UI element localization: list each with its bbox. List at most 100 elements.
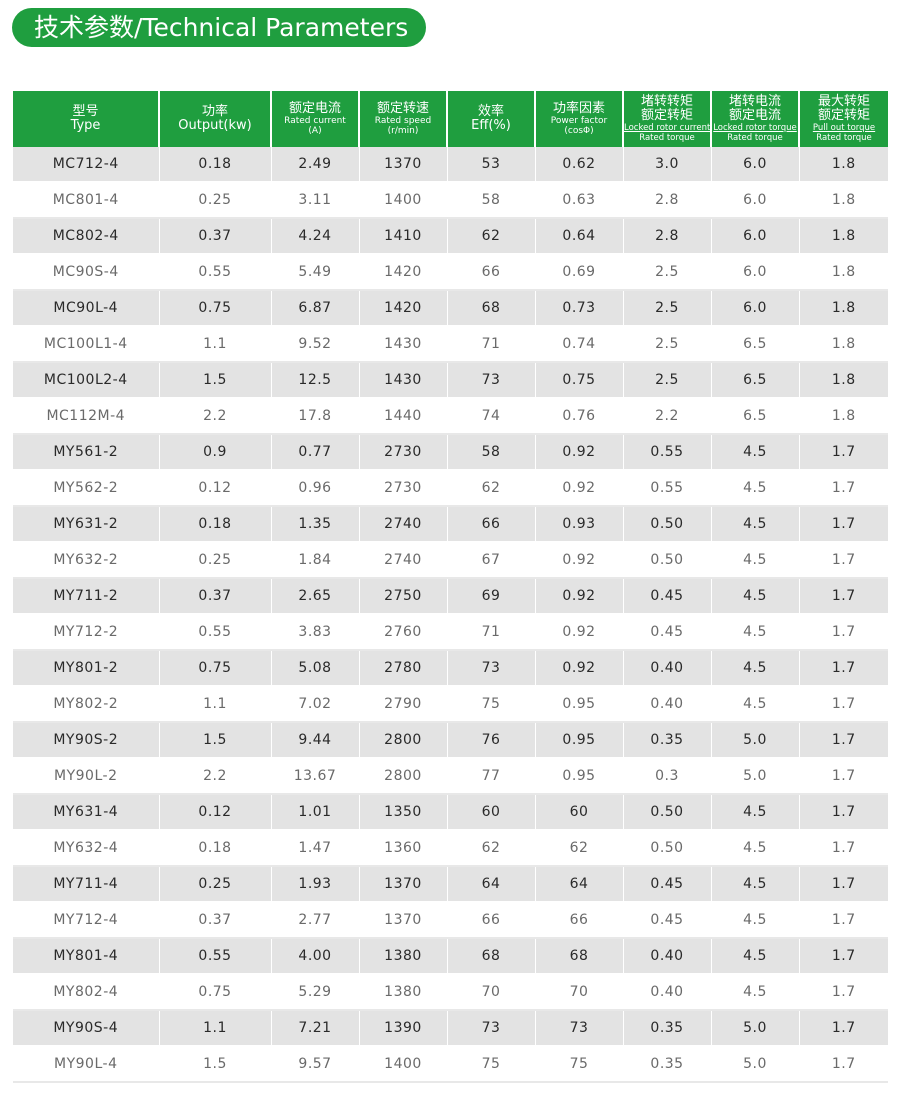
cell-locked-current-ratio: 4.5 <box>711 794 800 831</box>
cell-output: 1.1 <box>159 326 272 363</box>
cell-locked-torque-ratio: 0.40 <box>623 686 712 723</box>
cell-locked-torque-ratio: 0.50 <box>623 542 712 579</box>
cell-type: MY802-4 <box>13 974 160 1011</box>
cell-power-factor: 66 <box>535 902 624 939</box>
cell-pull-out-torque-ratio: 1.7 <box>799 578 888 615</box>
cell-efficiency: 66 <box>447 506 536 543</box>
table-row: MY801-4 0.55 4.00 1380 68 68 0.40 4.5 1.7 <box>13 938 888 975</box>
cell-type: MC90L-4 <box>13 290 160 327</box>
cell-output: 1.5 <box>159 1046 272 1083</box>
cell-locked-current-ratio: 5.0 <box>711 1046 800 1083</box>
table-row: MY711-2 0.37 2.65 2750 69 0.92 0.45 4.5 1.7 <box>13 578 888 615</box>
cell-power-factor: 0.92 <box>535 578 624 615</box>
cell-efficiency: 62 <box>447 470 536 507</box>
cell-rated-current: 5.49 <box>271 254 360 291</box>
cell-type: MC100L1-4 <box>13 326 160 363</box>
cell-efficiency: 76 <box>447 722 536 759</box>
cell-rated-current: 0.77 <box>271 434 360 471</box>
cell-efficiency: 77 <box>447 758 536 795</box>
cell-power-factor: 0.69 <box>535 254 624 291</box>
cell-rated-speed: 1390 <box>359 1010 448 1047</box>
table-row: MC100L2-4 1.5 12.5 1430 73 0.75 2.5 6.5 1.8 <box>13 362 888 399</box>
header-locked-rotor-torque-ratio: 堵转转矩 额定转矩 Locked rotor current Rated tor… <box>623 91 712 147</box>
cell-power-factor: 0.76 <box>535 398 624 435</box>
cell-pull-out-torque-ratio: 1.7 <box>799 974 888 1011</box>
cell-rated-speed: 1430 <box>359 326 448 363</box>
cell-rated-current: 4.00 <box>271 938 360 975</box>
cell-pull-out-torque-ratio: 1.8 <box>799 290 888 327</box>
cell-output: 1.5 <box>159 722 272 759</box>
cell-type: MC100L2-4 <box>13 362 160 399</box>
cell-rated-speed: 1370 <box>359 902 448 939</box>
cell-output: 1.1 <box>159 686 272 723</box>
cell-power-factor: 0.92 <box>535 434 624 471</box>
cell-locked-torque-ratio: 3.0 <box>623 147 712 183</box>
cell-rated-current: 7.21 <box>271 1010 360 1047</box>
cell-efficiency: 66 <box>447 902 536 939</box>
cell-rated-speed: 2750 <box>359 578 448 615</box>
cell-type: MC802-4 <box>13 218 160 255</box>
cell-power-factor: 73 <box>535 1010 624 1047</box>
cell-type: MY632-4 <box>13 830 160 867</box>
cell-type: MY711-2 <box>13 578 160 615</box>
cell-locked-current-ratio: 4.5 <box>711 650 800 687</box>
cell-locked-current-ratio: 6.5 <box>711 326 800 363</box>
header-pull-out-torque-ratio: 最大转矩 额定转矩 Pull out torque Rated torque <box>799 91 888 147</box>
cell-rated-current: 3.83 <box>271 614 360 651</box>
cell-type: MY561-2 <box>13 434 160 471</box>
cell-efficiency: 68 <box>447 290 536 327</box>
cell-output: 0.37 <box>159 902 272 939</box>
cell-rated-current: 1.47 <box>271 830 360 867</box>
cell-pull-out-torque-ratio: 1.8 <box>799 218 888 255</box>
cell-power-factor: 0.63 <box>535 182 624 219</box>
cell-rated-speed: 1370 <box>359 866 448 903</box>
cell-efficiency: 62 <box>447 218 536 255</box>
cell-pull-out-torque-ratio: 1.7 <box>799 614 888 651</box>
cell-output: 0.9 <box>159 434 272 471</box>
cell-efficiency: 73 <box>447 1010 536 1047</box>
cell-pull-out-torque-ratio: 1.7 <box>799 650 888 687</box>
cell-output: 0.75 <box>159 974 272 1011</box>
cell-power-factor: 0.75 <box>535 362 624 399</box>
cell-locked-current-ratio: 4.5 <box>711 506 800 543</box>
header-type: 型号 Type <box>13 91 160 147</box>
cell-locked-torque-ratio: 2.2 <box>623 398 712 435</box>
cell-efficiency: 74 <box>447 398 536 435</box>
cell-rated-speed: 2790 <box>359 686 448 723</box>
table-row: MY562-2 0.12 0.96 2730 62 0.92 0.55 4.5 1.7 <box>13 470 888 507</box>
cell-locked-torque-ratio: 2.8 <box>623 182 712 219</box>
cell-efficiency: 73 <box>447 650 536 687</box>
cell-power-factor: 64 <box>535 866 624 903</box>
table-row: MY90L-4 1.5 9.57 1400 75 75 0.35 5.0 1.7 <box>13 1046 888 1083</box>
cell-power-factor: 62 <box>535 830 624 867</box>
cell-type: MC112M-4 <box>13 398 160 435</box>
cell-rated-speed: 1370 <box>359 147 448 183</box>
cell-rated-speed: 2730 <box>359 470 448 507</box>
cell-type: MY90L-2 <box>13 758 160 795</box>
table-header-row: 型号 Type 功率 Output(kw) 额定电流 Rated current… <box>13 91 888 147</box>
header-rated-speed: 额定转速 Rated speed (r/min) <box>359 91 448 147</box>
cell-locked-current-ratio: 5.0 <box>711 758 800 795</box>
cell-locked-current-ratio: 6.5 <box>711 398 800 435</box>
cell-locked-current-ratio: 4.5 <box>711 614 800 651</box>
table-row: MY90L-2 2.2 13.67 2800 77 0.95 0.3 5.0 1.7 <box>13 758 888 795</box>
cell-type: MY631-2 <box>13 506 160 543</box>
cell-output: 0.12 <box>159 470 272 507</box>
page-title: 技术参数/Technical Parameters <box>12 8 426 47</box>
cell-type: MY631-4 <box>13 794 160 831</box>
cell-power-factor: 0.64 <box>535 218 624 255</box>
cell-output: 0.25 <box>159 182 272 219</box>
cell-power-factor: 0.95 <box>535 722 624 759</box>
cell-locked-torque-ratio: 2.8 <box>623 218 712 255</box>
cell-locked-torque-ratio: 0.50 <box>623 830 712 867</box>
cell-power-factor: 0.95 <box>535 758 624 795</box>
cell-rated-current: 5.29 <box>271 974 360 1011</box>
cell-locked-current-ratio: 6.0 <box>711 182 800 219</box>
cell-rated-current: 5.08 <box>271 650 360 687</box>
header-power-factor: 功率因素 Power factor (cosΦ) <box>535 91 624 147</box>
cell-rated-current: 6.87 <box>271 290 360 327</box>
cell-output: 1.1 <box>159 1010 272 1047</box>
cell-type: MY802-2 <box>13 686 160 723</box>
cell-locked-current-ratio: 4.5 <box>711 470 800 507</box>
cell-type: MY801-2 <box>13 650 160 687</box>
